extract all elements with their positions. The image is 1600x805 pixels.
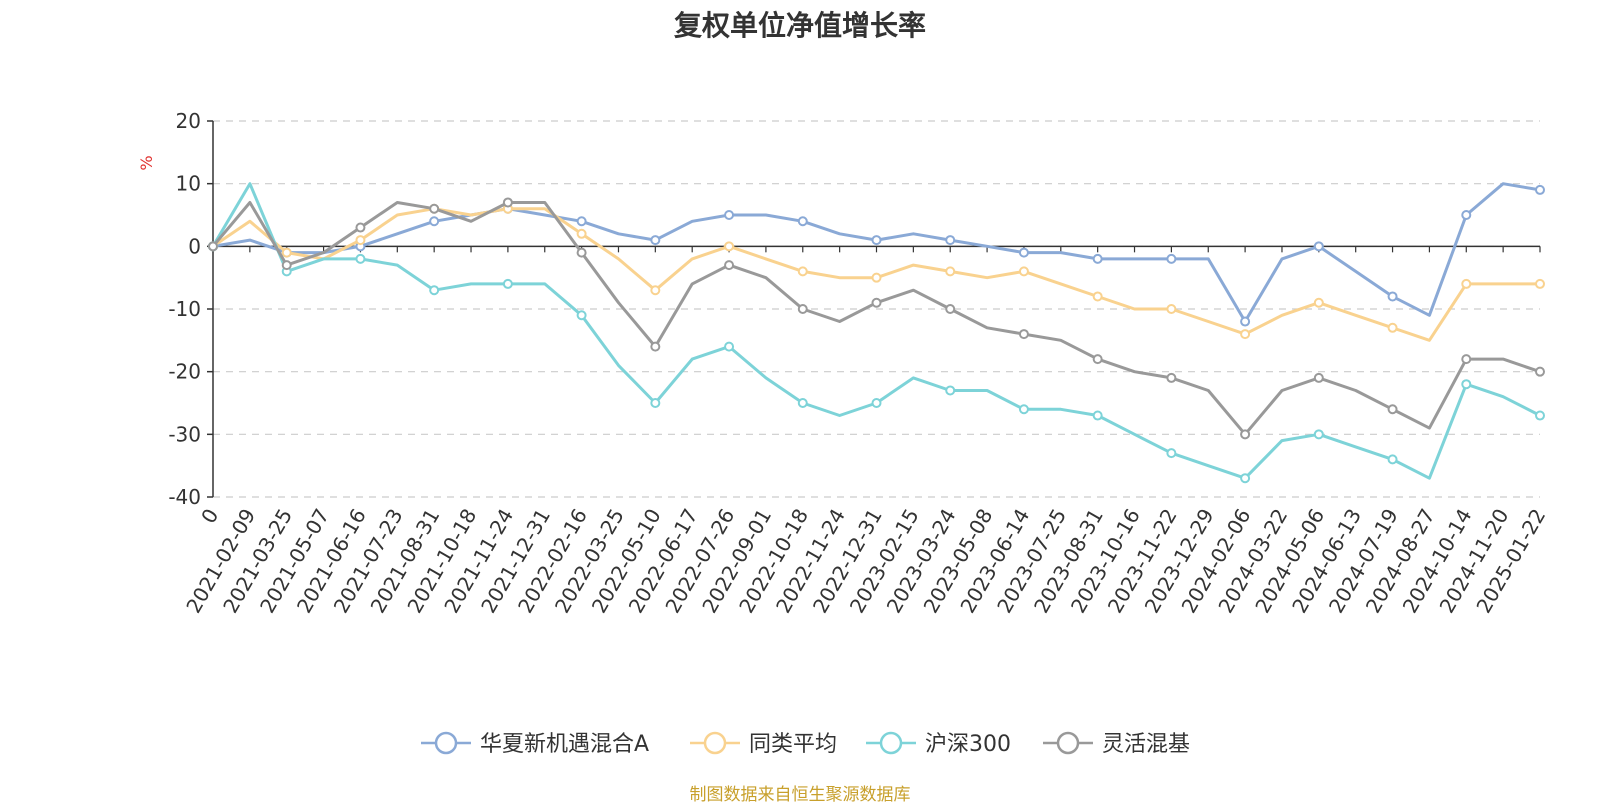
chart-title: 复权单位净值增长率 xyxy=(673,9,926,42)
data-point xyxy=(1018,404,1029,415)
data-point xyxy=(797,216,808,227)
data-point xyxy=(1092,410,1103,421)
y-tick-label: -30 xyxy=(168,422,201,446)
data-point xyxy=(650,398,661,408)
data-point xyxy=(429,285,440,296)
data-point xyxy=(355,222,366,233)
data-point xyxy=(576,247,587,258)
data-point xyxy=(576,310,587,321)
data-point xyxy=(1387,454,1398,465)
data-point xyxy=(1387,404,1398,415)
x-tick-label: 0 xyxy=(196,505,223,528)
y-tick-label: -40 xyxy=(168,485,201,509)
data-point xyxy=(1535,410,1545,421)
data-point xyxy=(945,304,956,314)
data-point xyxy=(797,398,808,408)
data-point xyxy=(724,241,735,252)
data-point xyxy=(650,285,661,296)
data-point xyxy=(650,341,661,352)
data-point xyxy=(281,247,292,258)
legend-marker-icon xyxy=(434,731,458,755)
data-point xyxy=(1461,379,1472,390)
legend-label: 同类平均 xyxy=(749,732,837,757)
data-point xyxy=(1535,184,1545,195)
y-tick-labels: 20 10 0 -10 -20 -30 -40 xyxy=(168,109,201,509)
data-point xyxy=(1092,354,1103,365)
data-point xyxy=(871,272,882,283)
data-point xyxy=(502,278,513,289)
legend-marker-icon xyxy=(703,731,727,755)
data-point xyxy=(1313,297,1324,308)
data-point xyxy=(1092,291,1103,302)
data-point xyxy=(1240,473,1251,484)
data-point xyxy=(1535,366,1545,377)
data-point xyxy=(208,241,218,252)
data-point xyxy=(576,228,587,239)
series-3 xyxy=(208,197,1545,440)
data-point xyxy=(871,235,882,246)
legend: 华夏新机遇混合A 同类平均 沪深300 灵活混基 xyxy=(421,731,1190,757)
legend-item[interactable]: 华夏新机遇混合A xyxy=(421,731,649,757)
data-point xyxy=(945,385,956,396)
x-tick-labels: 02021-02-092021-03-252021-05-072021-06-1… xyxy=(181,246,1550,617)
data-point xyxy=(1166,448,1177,459)
y-tick-label: 20 xyxy=(176,109,201,133)
data-point xyxy=(797,266,808,277)
data-point xyxy=(797,304,808,314)
legend-item[interactable]: 同类平均 xyxy=(690,731,837,757)
series-2 xyxy=(208,182,1545,484)
data-point xyxy=(871,398,882,408)
data-point xyxy=(429,216,440,227)
data-point xyxy=(945,266,956,277)
data-point xyxy=(1018,329,1029,340)
data-point xyxy=(1240,316,1251,327)
data-point xyxy=(1166,372,1177,383)
series-lines xyxy=(208,182,1545,484)
data-point xyxy=(1313,241,1324,252)
legend-label: 沪深300 xyxy=(925,732,1011,757)
data-point xyxy=(1313,429,1324,440)
data-point xyxy=(355,253,366,264)
y-tick-label: -10 xyxy=(168,297,201,321)
data-point xyxy=(724,260,735,271)
data-point xyxy=(1018,266,1029,277)
y-tick-label: -20 xyxy=(168,360,201,384)
legend-label: 灵活混基 xyxy=(1102,732,1190,757)
source-note: 制图数据来自恒生聚源数据库 xyxy=(689,785,911,805)
data-point xyxy=(1240,329,1251,340)
legend-item[interactable]: 沪深300 xyxy=(866,731,1011,757)
data-point xyxy=(1535,278,1545,289)
legend-marker-icon xyxy=(879,731,903,755)
data-point xyxy=(1387,322,1398,333)
data-point xyxy=(724,210,735,220)
data-point xyxy=(1387,291,1398,302)
data-point xyxy=(1092,253,1103,264)
data-point xyxy=(281,260,292,271)
data-point xyxy=(1240,429,1251,440)
data-point xyxy=(1461,210,1472,220)
legend-marker-icon xyxy=(1056,731,1080,755)
data-point xyxy=(1166,253,1177,264)
y-axis-label: % xyxy=(137,155,156,170)
data-point xyxy=(945,235,956,246)
data-point xyxy=(429,203,440,214)
data-point xyxy=(1313,372,1324,383)
data-point xyxy=(355,235,366,246)
data-point xyxy=(1018,247,1029,258)
data-point xyxy=(1461,354,1472,365)
data-point xyxy=(1166,304,1177,314)
y-tick-label: 10 xyxy=(176,172,201,196)
data-point xyxy=(871,297,882,308)
data-point xyxy=(1461,278,1472,289)
legend-item[interactable]: 灵活混基 xyxy=(1043,731,1190,757)
data-point xyxy=(576,216,587,227)
y-tick-label: 0 xyxy=(188,234,201,258)
data-point xyxy=(650,235,661,246)
legend-label: 华夏新机遇混合A xyxy=(480,732,649,757)
data-point xyxy=(724,341,735,352)
data-point xyxy=(502,197,513,208)
